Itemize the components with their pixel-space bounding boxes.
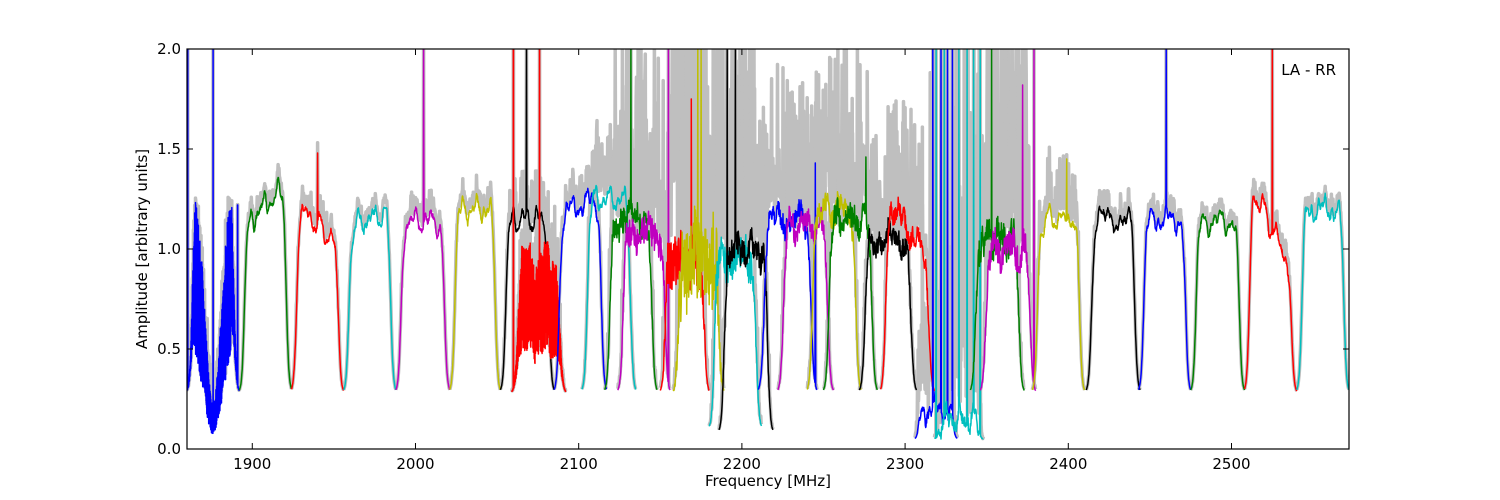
y-tick-label: 2.0 [157,40,181,58]
raw-band-11 [603,49,659,390]
raw-band-27 [1030,145,1087,391]
band-series-27 [1031,158,1086,391]
band-series-3 [290,152,345,391]
band-series-1 [187,49,240,435]
band-series-16 [718,49,774,431]
x-tick-label: 2200 [723,455,761,473]
x-tick-label: 2500 [1212,455,1250,473]
axis-ticks: 1900 2000 2100 2200 2300 2400 2500 0.0 0.5 1.0 1.5… [157,40,1349,473]
x-tick-label: 2300 [886,455,924,473]
band-series-26 [979,49,1037,392]
raw-band-12 [616,49,672,390]
y-axis-label: Amplitude [arbitrary units] [133,149,151,349]
band-series-32 [1296,192,1349,391]
band-series-31 [1243,49,1298,392]
band-series-21 [858,217,918,391]
x-tick-label: 2400 [1049,455,1087,473]
band-series-7 [499,49,555,391]
raw-band-28 [1084,186,1142,391]
y-tick-label: 1.0 [157,240,181,258]
y-tick-label: 1.5 [157,140,181,158]
band-series-6 [449,192,502,391]
band-series-12 [617,49,671,391]
band-series-29 [1137,49,1192,391]
band-series-24 [933,49,984,440]
raw-band-22 [878,99,937,391]
band-series-20 [822,156,879,391]
y-tick-label: 0.0 [157,440,181,458]
band-series-15 [708,233,763,427]
band-series-30 [1190,209,1246,391]
x-tick-label: 2000 [396,455,434,473]
band-series-11 [604,49,658,391]
band-series-5 [395,49,451,391]
x-tick-label: 1900 [233,455,271,473]
band-series-14 [672,49,725,392]
band-series-4 [342,204,397,391]
band-series-8 [511,49,567,393]
band-series-22 [879,196,936,392]
raw-band-26 [978,49,1038,391]
band-series-28 [1085,205,1141,391]
x-tick-label: 2100 [560,455,598,473]
x-axis-label: Frequency [MHz] [705,472,831,490]
annotation-label: LA - RR [1281,61,1336,79]
band-series-9 [553,187,608,390]
y-tick-label: 0.5 [157,340,181,358]
raw-band-31 [1242,49,1299,393]
band-series-18 [777,205,835,391]
band-series-2 [238,176,293,391]
bands-layer [187,49,1349,440]
